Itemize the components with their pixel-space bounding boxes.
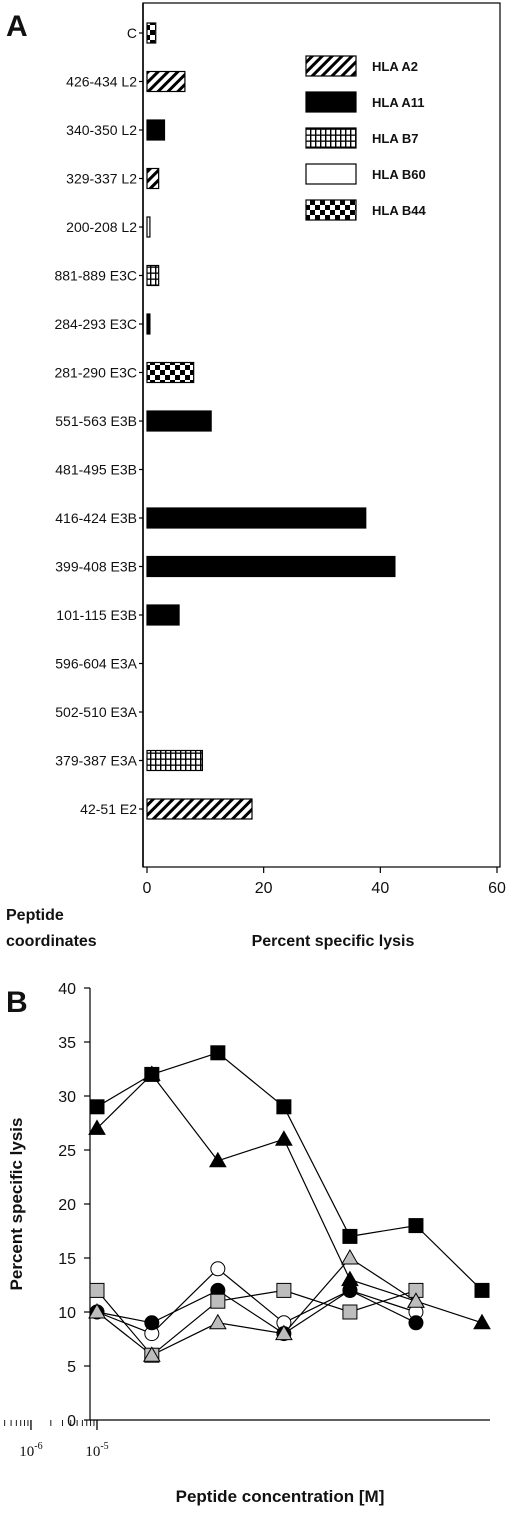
category-label-426-434-l2: 426-434 L2	[66, 74, 137, 90]
panel-a-ylabel-line1: Peptide	[6, 907, 64, 924]
series-2-point-3	[208, 1151, 227, 1168]
category-label-502-510-e3a: 502-510 E3A	[55, 704, 137, 720]
category-label-379-387-e3a: 379-387 E3A	[55, 753, 137, 769]
series-6-point-3	[208, 1313, 227, 1330]
series-3-point-3	[210, 1261, 226, 1277]
bar-281-290-e3c	[146, 361, 195, 384]
bar-340-350-l2	[146, 119, 166, 141]
series-5-point-3	[210, 1293, 226, 1309]
category-label-200-208-l2: 200-208 L2	[66, 219, 137, 235]
category-label-596-604-e3a: 596-604 E3A	[55, 656, 137, 672]
bar-379-387-e3a	[146, 749, 204, 772]
legend-swatch-hla-b44	[305, 199, 357, 221]
series-line-4	[96, 1289, 417, 1335]
legend-label-hla-b44: HLA B44	[372, 203, 426, 218]
series-1-point-3	[210, 1045, 226, 1061]
x-tick-label-60: 60	[488, 880, 506, 897]
bar-200-208-l2	[146, 216, 151, 238]
series-1-point-4	[276, 1099, 292, 1115]
series-6-point-4	[275, 1324, 293, 1341]
bar-42-51-e2	[146, 798, 253, 820]
category-label-416-424-e3b: 416-424 E3B	[55, 510, 137, 526]
series-2-point-7	[473, 1313, 491, 1330]
category-label-551-563-e3b: 551-563 E3B	[55, 413, 137, 429]
series-6-point-6	[407, 1292, 425, 1308]
bar-399-408-e3b	[146, 555, 396, 578]
series-2-point-1	[88, 1119, 106, 1135]
category-label-399-408-e3b: 399-408 E3B	[55, 559, 137, 575]
panel-a: A C 426-434 L2 340-350 L2 329-337 L2 200-208…	[6, 2, 506, 950]
y-tick-label-30: 30	[58, 1089, 76, 1106]
y-tick-label-15: 15	[58, 1251, 76, 1268]
panel-b-xlabel: Peptide concentration [M]	[176, 1487, 385, 1506]
series-5-point-4	[276, 1282, 292, 1298]
series-2-point-4	[275, 1130, 293, 1146]
series-1-point-7	[474, 1282, 490, 1298]
y-tick-label-10: 10	[58, 1305, 76, 1322]
series-line-1	[96, 1052, 483, 1291]
panel-a-letter: A	[6, 10, 28, 43]
legend-swatch-hla-a11	[305, 91, 357, 113]
series-line-5	[96, 1289, 417, 1357]
category-label-284-293-e3c: 284-293 E3C	[54, 316, 137, 332]
series-1-point-6	[408, 1218, 424, 1234]
series-6-point-5	[341, 1248, 359, 1265]
category-label-881-889-e3c: 881-889 E3C	[54, 268, 137, 284]
bar-416-424-e3b	[146, 507, 367, 529]
series-1-point-5	[342, 1228, 358, 1244]
legend-swatch-hla-b60	[305, 163, 357, 185]
y-tick-label-0: 0	[67, 1413, 76, 1430]
category-label-c: C	[127, 25, 137, 41]
series-1-point-1	[89, 1099, 105, 1115]
legend-swatch-hla-b7	[305, 127, 357, 149]
legend-label-hla-a2: HLA A2	[372, 59, 418, 74]
legend-swatch-hla-a2	[305, 55, 357, 77]
category-label-281-290-e3c: 281-290 E3C	[54, 365, 137, 381]
legend-label-hla-a11: HLA A11	[372, 95, 425, 110]
y-tick-label-5: 5	[67, 1359, 76, 1376]
bar-329-337-l2	[146, 167, 160, 190]
legend-label-hla-b60: HLA B60	[372, 167, 426, 182]
bar-551-563-e3b	[146, 410, 212, 432]
series-4-point-5	[342, 1282, 358, 1298]
category-label-481-495-e3b: 481-495 E3B	[55, 462, 137, 478]
y-tick-label-20: 20	[58, 1197, 76, 1214]
y-tick-label-25: 25	[58, 1143, 76, 1160]
y-tick-label-40: 40	[58, 981, 76, 998]
bar-101-115-e3b	[146, 604, 180, 626]
x-tick-label-1e-6: 10-6	[19, 1441, 42, 1460]
series-2-point-2	[142, 1065, 161, 1081]
series-6-point-2	[142, 1346, 161, 1362]
x-tick-label-1e-5: 10-5	[85, 1441, 108, 1460]
legend-label-hla-b7: HLA B7	[372, 131, 418, 146]
bar-c	[146, 22, 157, 44]
series-line-6	[96, 1257, 417, 1356]
panel-b-letter: B	[6, 986, 28, 1019]
panel-a-ylabel-line2: coordinates	[6, 933, 97, 950]
series-4-point-6	[408, 1315, 424, 1331]
bar-881-889-e3c	[146, 264, 160, 287]
bar-284-293-e3c	[146, 313, 151, 335]
category-label-101-115-e3b: 101-115 E3B	[56, 607, 137, 623]
category-label-329-337-l2: 329-337 L2	[66, 171, 137, 187]
category-label-42-51-e2: 42-51 E2	[80, 801, 137, 817]
x-tick-label-40: 40	[371, 880, 389, 897]
panel-a-xlabel: Percent specific lysis	[252, 933, 415, 950]
panel-b-ylabel: Percent specific lysis	[7, 1118, 26, 1291]
series-5-point-1	[89, 1282, 105, 1298]
x-tick-label-20: 20	[255, 880, 273, 897]
series-5-point-5	[342, 1304, 358, 1320]
x-tick-label-0: 0	[143, 880, 152, 897]
category-label-340-350-l2: 340-350 L2	[66, 122, 137, 138]
series-4-point-2	[144, 1315, 160, 1331]
bar-426-434-l2	[146, 70, 186, 93]
y-tick-label-35: 35	[58, 1035, 76, 1052]
series-6-point-1	[88, 1302, 106, 1319]
